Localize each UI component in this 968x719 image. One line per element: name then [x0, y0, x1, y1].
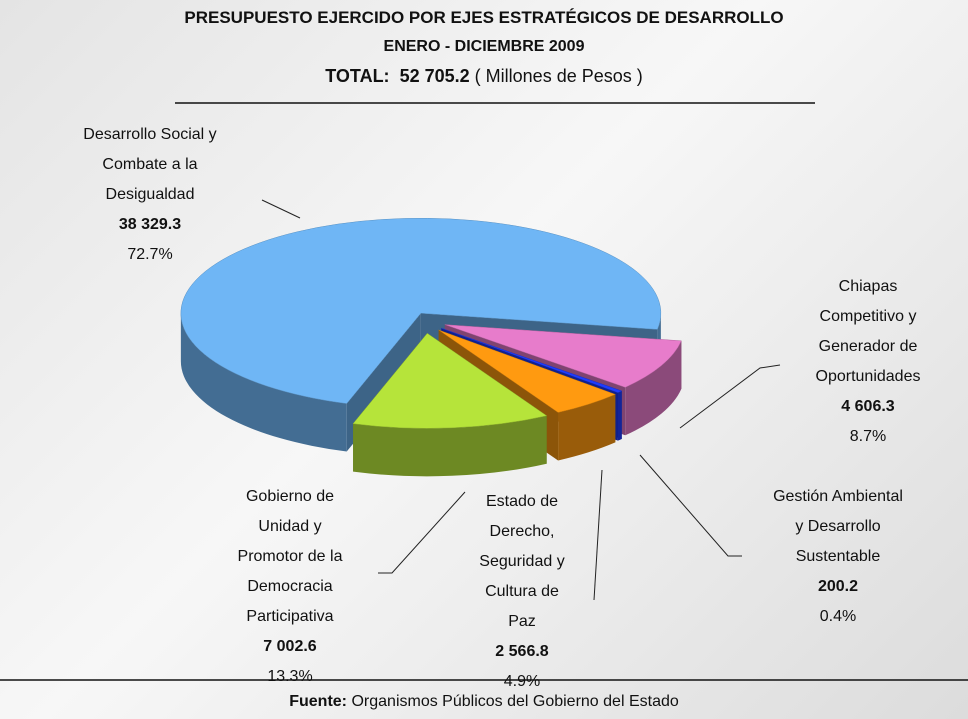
- percent-label: 0.4%: [819, 608, 857, 625]
- leader-line: [593, 469, 603, 601]
- slice-label: Gobierno de Unidad y Promotor de la Demo…: [225, 482, 355, 692]
- slice-wall: [617, 390, 622, 441]
- slice-wall: [625, 340, 682, 436]
- total-value: 52 705.2: [399, 66, 470, 86]
- slice-wall: [180, 313, 347, 452]
- source-label: Fuente:: [289, 693, 348, 710]
- category-label: Estado de Derecho, Seguridad y Cultura d…: [479, 493, 565, 630]
- slice-label: Gestión Ambiental y Desarrollo Sustentab…: [772, 482, 904, 632]
- percent-label: 8.7%: [849, 428, 887, 445]
- source: Fuente: Organismos Públicos del Gobierno…: [0, 693, 968, 711]
- source-text: Organismos Públicos del Gobierno del Est…: [351, 693, 679, 710]
- percent-label: 72.7%: [127, 246, 173, 263]
- slice-top: [441, 328, 623, 393]
- leader-line: [639, 454, 742, 557]
- slice: [352, 332, 548, 477]
- total-line: TOTAL: 52 705.2 ( Millones de Pesos ): [0, 66, 968, 87]
- slice-top: [444, 324, 682, 388]
- leader-line: [378, 491, 466, 574]
- percent-label: 4.9%: [503, 673, 541, 690]
- chart-subtitle: ENERO - DICIEMBRE 2009: [383, 38, 585, 55]
- slice-top: [438, 329, 616, 413]
- total-unit: ( Millones de Pesos ): [474, 66, 643, 86]
- slice-wall: [353, 415, 547, 477]
- value-label: 38 329.3: [118, 216, 182, 233]
- pie: [180, 217, 682, 477]
- chart-title: PRESUPUESTO EJERCIDO POR EJES ESTRATÉGIC…: [184, 8, 784, 27]
- slice-wall: [558, 394, 616, 461]
- value-label: 2 566.8: [495, 643, 549, 660]
- value-label: 7 002.6: [263, 638, 317, 655]
- value-label: 200.2: [817, 578, 859, 595]
- slice-label: Desarrollo Social y Combate a la Desigua…: [75, 120, 225, 270]
- category-label: Gobierno de Unidad y Promotor de la Demo…: [237, 488, 343, 625]
- slice-top: [180, 217, 662, 404]
- category-label: Gestión Ambiental y Desarrollo Sustentab…: [773, 488, 903, 565]
- leader-line: [261, 199, 301, 219]
- category-label: Desarrollo Social y Combate a la Desigua…: [83, 126, 217, 203]
- total-label: TOTAL:: [325, 66, 390, 86]
- category-label: Chiapas Competitivo y Generador de Oport…: [815, 278, 921, 385]
- slice-label: Estado de Derecho, Seguridad y Cultura d…: [470, 487, 575, 697]
- slice-label: Chiapas Competitivo y Generador de Oport…: [808, 272, 928, 452]
- leader-line: [679, 364, 781, 429]
- percent-label: 13.3%: [267, 668, 313, 685]
- slice-top: [352, 332, 548, 429]
- leader-lines: [261, 199, 781, 601]
- value-label: 4 606.3: [841, 398, 895, 415]
